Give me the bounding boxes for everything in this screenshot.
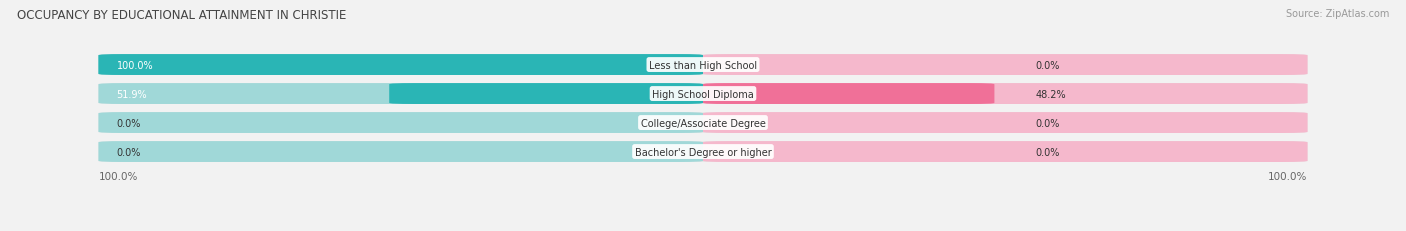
Text: 51.9%: 51.9% xyxy=(117,89,148,99)
FancyBboxPatch shape xyxy=(98,55,703,76)
FancyBboxPatch shape xyxy=(703,84,1308,104)
Text: 0.0%: 0.0% xyxy=(1035,60,1060,70)
Text: 100.0%: 100.0% xyxy=(1268,171,1308,181)
Text: 0.0%: 0.0% xyxy=(117,118,141,128)
FancyBboxPatch shape xyxy=(98,84,1308,104)
Text: 100.0%: 100.0% xyxy=(98,171,138,181)
Text: Source: ZipAtlas.com: Source: ZipAtlas.com xyxy=(1285,9,1389,19)
FancyBboxPatch shape xyxy=(703,141,1308,162)
Text: OCCUPANCY BY EDUCATIONAL ATTAINMENT IN CHRISTIE: OCCUPANCY BY EDUCATIONAL ATTAINMENT IN C… xyxy=(17,9,346,22)
FancyBboxPatch shape xyxy=(98,141,1308,162)
Text: 48.2%: 48.2% xyxy=(1035,89,1066,99)
FancyBboxPatch shape xyxy=(98,55,1308,76)
FancyBboxPatch shape xyxy=(98,113,703,133)
FancyBboxPatch shape xyxy=(703,84,994,104)
Text: 100.0%: 100.0% xyxy=(117,60,153,70)
FancyBboxPatch shape xyxy=(703,55,1308,76)
FancyBboxPatch shape xyxy=(389,84,703,104)
FancyBboxPatch shape xyxy=(98,141,703,162)
FancyBboxPatch shape xyxy=(703,113,1308,133)
FancyBboxPatch shape xyxy=(98,84,703,104)
Text: College/Associate Degree: College/Associate Degree xyxy=(641,118,765,128)
Text: 0.0%: 0.0% xyxy=(117,147,141,157)
Text: 0.0%: 0.0% xyxy=(1035,147,1060,157)
FancyBboxPatch shape xyxy=(98,55,703,76)
Text: 0.0%: 0.0% xyxy=(1035,118,1060,128)
Text: Bachelor's Degree or higher: Bachelor's Degree or higher xyxy=(634,147,772,157)
FancyBboxPatch shape xyxy=(98,113,1308,133)
Text: High School Diploma: High School Diploma xyxy=(652,89,754,99)
Text: Less than High School: Less than High School xyxy=(650,60,756,70)
